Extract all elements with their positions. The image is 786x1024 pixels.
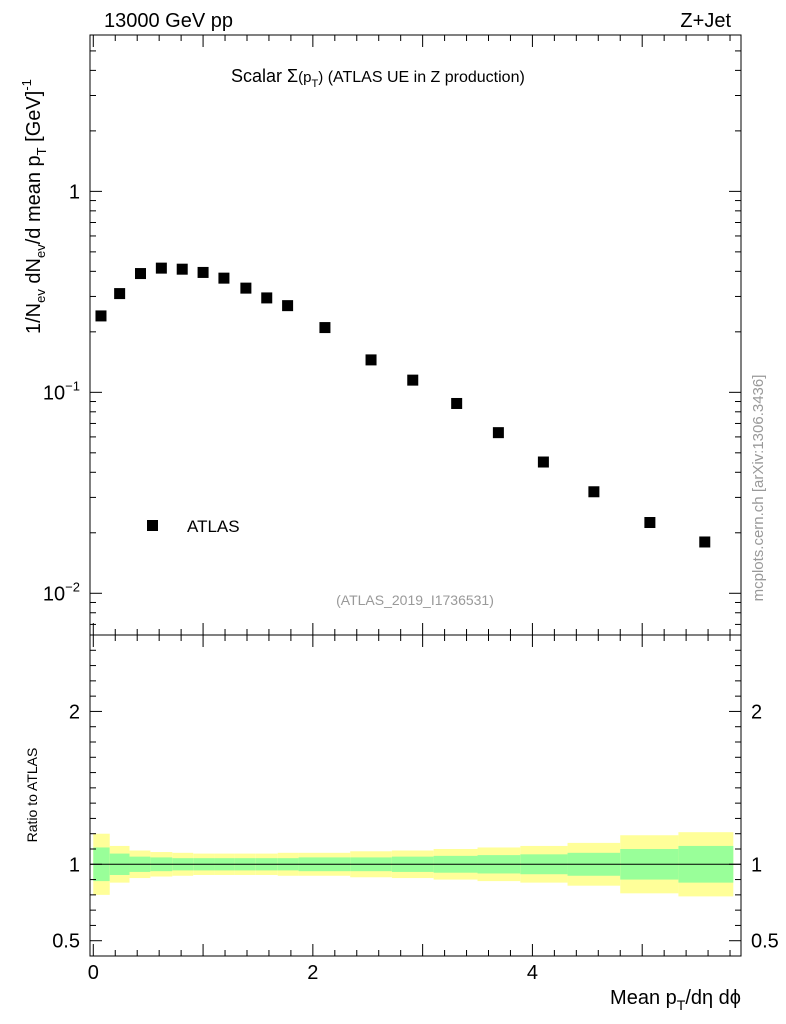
data-point	[282, 300, 294, 312]
ratio-y-tick-label: 1	[69, 854, 80, 876]
x-tick-label: 4	[527, 962, 538, 984]
ratio-y-axis-label: Ratio to ATLAS	[24, 748, 40, 843]
legend-label: ATLAS	[187, 517, 240, 536]
analysis-watermark: (ATLAS_2019_I1736531)	[336, 592, 494, 608]
mcplots-reference: mcplots.cern.ch [arXiv:1306.3436]	[750, 375, 767, 602]
ratio-y-tick-label: 2	[69, 701, 80, 723]
main-points	[95, 262, 711, 548]
data-point	[134, 268, 146, 280]
data-point	[365, 354, 377, 366]
data-point	[699, 536, 711, 548]
ratio-frame	[89, 634, 742, 957]
main-x-ticks	[92, 35, 731, 635]
ratio-y-tick-label: 0.5	[52, 931, 80, 953]
legend-marker	[147, 520, 158, 531]
energy-label: 13000 GeV pp	[104, 10, 233, 32]
y-tick-label: 10−2	[43, 579, 80, 605]
data-point	[319, 322, 331, 334]
main-frame	[89, 34, 742, 636]
data-point	[95, 310, 107, 322]
data-point	[492, 427, 504, 439]
main-y-ticks: 1 10−1 10−2	[43, 34, 741, 625]
x-tick-label: 0	[88, 962, 99, 984]
y-tick-label: 1	[69, 181, 80, 203]
main-y-axis-label: 1/Nev dNev/d mean pT [GeV]-1	[19, 79, 49, 334]
ratio-y-tick-label-right: 2	[751, 701, 762, 723]
data-point	[537, 456, 549, 468]
data-point	[176, 263, 188, 275]
data-point	[197, 266, 209, 278]
main-panel: 1 10−1 10−2 Scalar Σ(pT) (ATLAS UE in Z pr…	[19, 34, 742, 636]
data-point	[114, 288, 126, 300]
x-tick-label: 2	[307, 962, 318, 984]
x-axis-label: Mean pT/dη dϕ	[610, 987, 741, 1013]
data-point	[240, 282, 252, 294]
data-point	[155, 262, 167, 274]
data-point	[261, 292, 273, 304]
ratio-y-tick-label-right: 0.5	[751, 931, 779, 953]
ratio-panel: 2 2 1 1 0.5 0.5 0 2 4 Ratio to ATLAS Mean pT/dη…	[24, 634, 779, 1013]
data-point	[588, 486, 600, 498]
ratio-y-ticks: 2 2 1 1 0.5 0.5	[52, 649, 779, 953]
data-point	[218, 272, 230, 284]
ratio-y-tick-label-right: 1	[751, 854, 762, 876]
y-tick-label: 10−1	[43, 378, 80, 404]
data-point	[644, 517, 656, 529]
process-label: Z+Jet	[680, 10, 731, 32]
ratio-x-ticks: 0 2 4	[88, 635, 731, 984]
main-title: Scalar Σ(pT) (ATLAS UE in Z production)	[231, 66, 525, 90]
data-point	[407, 374, 419, 386]
data-point	[451, 397, 463, 409]
